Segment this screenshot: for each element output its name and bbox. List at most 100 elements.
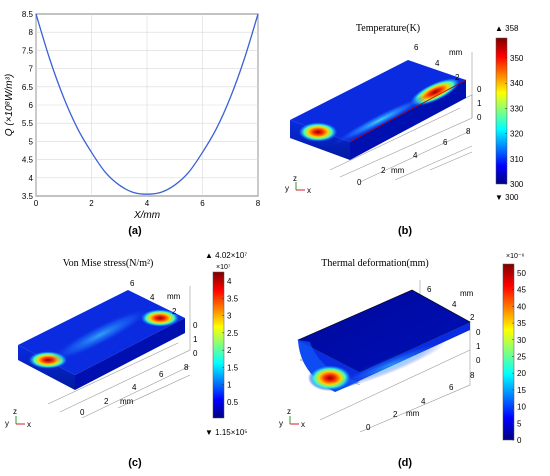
colorbar-tick-label: 40 bbox=[517, 302, 526, 311]
svg-text:2: 2 bbox=[104, 397, 109, 406]
svg-text:0: 0 bbox=[193, 349, 198, 358]
slab-side-face bbox=[75, 318, 185, 390]
y-tick-label: 7 bbox=[29, 65, 34, 74]
y-tick-label: 5.5 bbox=[22, 119, 34, 128]
x-tick-label: 0 bbox=[34, 199, 39, 208]
colorbar-tick-label: 0 bbox=[517, 436, 522, 445]
colorbar-tick-label: 15 bbox=[517, 386, 526, 395]
y-tick-label: 6.5 bbox=[22, 83, 34, 92]
colorbar-tick-label: 1 bbox=[227, 381, 232, 390]
colorbar-tick-label: 2 bbox=[227, 346, 232, 355]
axis-triad: y z x bbox=[285, 174, 311, 195]
svg-text:2: 2 bbox=[381, 166, 386, 175]
svg-text:x: x bbox=[301, 420, 305, 429]
svg-text:0: 0 bbox=[357, 178, 362, 187]
svg-text:1: 1 bbox=[193, 335, 198, 344]
svg-text:mm: mm bbox=[120, 397, 134, 406]
svg-text:mm: mm bbox=[391, 166, 405, 175]
colorbar-tick-label: 10 bbox=[517, 403, 526, 412]
colorbar bbox=[212, 271, 225, 419]
svg-text:z: z bbox=[293, 174, 297, 183]
colorbar bbox=[495, 37, 508, 185]
axis-ticks: 6 4 2 mm 0 1 0 0 2 4 6 8 mm bbox=[366, 285, 481, 432]
max-label: ▲ 358 bbox=[495, 24, 519, 33]
svg-text:mm: mm bbox=[460, 289, 474, 298]
y-tick-label: 5 bbox=[29, 137, 34, 146]
colorbar-tick-label: 4 bbox=[227, 277, 232, 286]
y-tick-label: 4.5 bbox=[22, 156, 34, 165]
svg-text:x: x bbox=[27, 420, 31, 429]
svg-text:4: 4 bbox=[452, 300, 457, 309]
svg-text:4: 4 bbox=[150, 293, 155, 302]
colorbar-tick-label: 3.5 bbox=[227, 294, 239, 303]
hotspot-left bbox=[298, 122, 338, 142]
svg-text:1: 1 bbox=[477, 99, 482, 108]
y-tick-label: 7.5 bbox=[22, 46, 34, 55]
svg-text:mm: mm bbox=[167, 292, 181, 301]
svg-text:6: 6 bbox=[427, 285, 432, 294]
panel-c-stress-plot: Von Mise stress(N/m²) 6 4 2 mm 0 1 0 0 2… bbox=[5, 251, 248, 437]
panel-b-temperature-plot: Temperature(K) 6 4 2 mm 0 1 0 0 2 bbox=[285, 23, 524, 202]
svg-text:4: 4 bbox=[421, 397, 426, 406]
svg-text:6: 6 bbox=[414, 43, 419, 52]
svg-text:8: 8 bbox=[466, 127, 471, 136]
colorbar-tick-label: 310 bbox=[510, 155, 524, 164]
svg-text:2: 2 bbox=[172, 307, 177, 316]
svg-text:6: 6 bbox=[449, 383, 454, 392]
colorbar bbox=[502, 263, 515, 441]
colorbar-tick-label: 20 bbox=[517, 369, 526, 378]
plot-title: Von Mise stress(N/m²) bbox=[63, 258, 154, 269]
colorbar-tick-label: 5 bbox=[517, 419, 522, 428]
svg-text:z: z bbox=[13, 407, 17, 416]
svg-text:y: y bbox=[279, 419, 283, 428]
svg-text:4: 4 bbox=[132, 383, 137, 392]
axis-ticks: 6 4 2 mm 0 1 0 0 2 4 6 8 mm bbox=[357, 43, 482, 187]
svg-text:0: 0 bbox=[477, 85, 482, 94]
axis-ticks: 6 4 2 mm 0 1 0 0 2 4 6 8 mm bbox=[80, 279, 198, 417]
svg-text:0: 0 bbox=[476, 356, 481, 365]
svg-text:4: 4 bbox=[413, 151, 418, 160]
caption-b: (b) bbox=[398, 225, 412, 237]
axis-box bbox=[47, 286, 191, 419]
svg-text:4: 4 bbox=[435, 59, 440, 68]
colorbar-tick-label: 25 bbox=[517, 353, 526, 362]
svg-text:2: 2 bbox=[455, 73, 460, 82]
gridlines bbox=[35, 13, 259, 197]
colorbar-tick-label: 0.5 bbox=[227, 398, 239, 407]
x-tick-label: 2 bbox=[89, 199, 94, 208]
y-axis-label: Q (×10⁸W/m³) bbox=[4, 74, 15, 136]
colorbar-tick-label: 50 bbox=[517, 269, 526, 278]
colorbar-tick-label: 45 bbox=[517, 286, 526, 295]
caption-c: (c) bbox=[128, 457, 142, 469]
max-label: ▲ 4.02×10⁷ bbox=[205, 251, 247, 260]
svg-text:0: 0 bbox=[476, 328, 481, 337]
caption-d: (d) bbox=[398, 457, 412, 469]
colorbar-tick-label: 300 bbox=[510, 180, 524, 189]
colorbar-tick-label: 330 bbox=[510, 104, 524, 113]
x-axis-label: X/mm bbox=[133, 210, 160, 221]
svg-text:8: 8 bbox=[470, 371, 475, 380]
y-tick-label: 8.5 bbox=[22, 10, 34, 19]
x-tick-label: 4 bbox=[145, 199, 150, 208]
svg-text:6: 6 bbox=[443, 138, 448, 147]
colorbar-tick-label: 3 bbox=[227, 312, 232, 321]
svg-text:x: x bbox=[307, 186, 311, 195]
y-tick-label: 6 bbox=[29, 101, 34, 110]
x-tick-label: 8 bbox=[256, 199, 261, 208]
svg-text:z: z bbox=[287, 407, 291, 416]
svg-text:y: y bbox=[285, 184, 289, 193]
x-tick-labels: 0 2 4 6 8 bbox=[34, 199, 261, 208]
y-tick-labels: 3.5 4 4.5 5 5.5 6 6.5 7 7.5 8 8.5 bbox=[22, 10, 34, 201]
svg-text:0: 0 bbox=[80, 408, 85, 417]
colorbar-tick-label: 350 bbox=[510, 54, 524, 63]
svg-text:6: 6 bbox=[159, 370, 164, 379]
colorbar-exponent: ×10⁻⁶ bbox=[506, 253, 525, 260]
deformation-band bbox=[334, 341, 446, 389]
colorbar-tick-labels: 350 340 330 320 310 300 bbox=[505, 54, 524, 189]
panel-d-deformation-plot: Thermal deformation(mm) 6 4 2 mm 0 1 0 0… bbox=[279, 253, 526, 445]
y-tick-label: 3.5 bbox=[22, 192, 34, 201]
plot-title: Thermal deformation(mm) bbox=[321, 258, 428, 269]
colorbar-tick-label: 2.5 bbox=[227, 329, 239, 338]
